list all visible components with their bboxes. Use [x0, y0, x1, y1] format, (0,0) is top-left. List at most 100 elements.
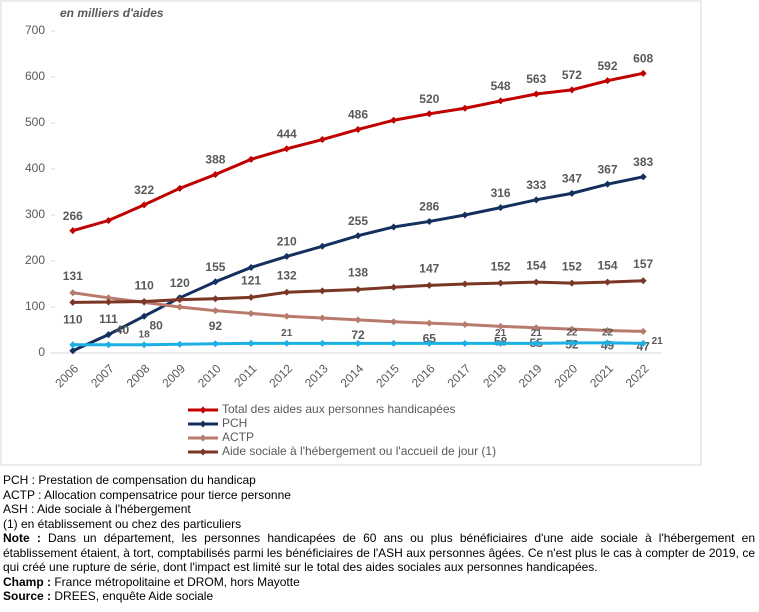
- data-label: 316: [491, 186, 511, 200]
- point-marker: [497, 279, 505, 287]
- point-marker: [104, 331, 112, 339]
- series-line: [72, 71, 644, 233]
- data-label: 322: [134, 183, 154, 197]
- data-label: 121: [241, 274, 261, 288]
- legend-label: Total des aides aux personnes handicapée…: [222, 402, 456, 416]
- note-line: PCH : Prestation de compensation du hand…: [3, 473, 256, 487]
- point-marker: [318, 314, 326, 322]
- note-line: ASH : Aide sociale à l'hébergement: [3, 502, 191, 516]
- legend-label: Aide sociale à l'hébergement ou l'accuei…: [222, 444, 496, 458]
- y-tick-label: 0: [38, 345, 45, 359]
- data-label: 110: [134, 279, 154, 293]
- point-marker: [497, 204, 505, 212]
- data-label: 155: [205, 260, 225, 274]
- data-label: 486: [348, 108, 368, 122]
- point-marker: [604, 339, 612, 347]
- x-tick-label: 2020: [551, 361, 580, 390]
- data-label: 563: [526, 72, 546, 86]
- point-marker: [247, 339, 255, 347]
- point-marker: [390, 116, 398, 124]
- y-tick-label: 500: [25, 115, 45, 129]
- data-label: 111: [99, 312, 118, 326]
- point-marker: [247, 263, 255, 271]
- point-marker: [140, 341, 148, 349]
- point-marker: [532, 339, 540, 347]
- point-marker: [390, 283, 398, 291]
- source-text: DREES, enquête Aide sociale: [54, 589, 214, 603]
- y-tick-label: 600: [25, 69, 45, 83]
- data-label: 22: [566, 328, 578, 339]
- data-label: 444: [277, 127, 297, 141]
- data-label: 147: [419, 262, 439, 276]
- point-marker: [425, 110, 433, 118]
- notes: PCH : Prestation de compensation du hand…: [3, 473, 755, 604]
- data-label: 40: [116, 323, 130, 337]
- x-tick-label: 2012: [266, 361, 295, 390]
- data-label: 255: [348, 214, 368, 228]
- data-label: 80: [149, 318, 163, 332]
- note-label: Note :: [3, 531, 41, 545]
- point-marker: [604, 180, 612, 188]
- point-marker: [354, 316, 362, 324]
- point-marker: [140, 312, 148, 320]
- point-marker: [425, 319, 433, 327]
- note-line: ACTP : Allocation compensatrice pour tie…: [3, 487, 291, 502]
- data-label: 21: [531, 328, 543, 339]
- point-marker: [497, 339, 505, 347]
- point-marker: [532, 278, 540, 286]
- data-label: 132: [277, 268, 297, 282]
- source: Source : DREES, enquête Aide sociale: [3, 589, 755, 604]
- point-marker: [604, 278, 612, 286]
- note: Note : Dans un département, les personne…: [3, 531, 755, 575]
- data-label: 608: [633, 51, 653, 65]
- point-marker: [425, 281, 433, 289]
- point-marker: [69, 227, 77, 235]
- point-marker: [211, 340, 219, 348]
- y-tick-label: 200: [25, 253, 45, 267]
- data-label: 18: [139, 329, 151, 340]
- data-label: 520: [419, 92, 439, 106]
- y-tick-label: 100: [25, 299, 45, 313]
- point-marker: [532, 324, 540, 332]
- data-label: 72: [351, 328, 365, 342]
- x-tick-label: 2011: [231, 361, 259, 389]
- point-marker: [104, 217, 112, 225]
- source-label: Source :: [3, 589, 52, 603]
- point-marker: [318, 136, 326, 144]
- x-tick-label: 2018: [480, 361, 509, 390]
- point-marker: [639, 327, 647, 335]
- point-marker: [176, 184, 184, 192]
- data-label: 367: [598, 162, 618, 176]
- data-label: 152: [562, 259, 582, 273]
- legend-marker: [199, 406, 207, 414]
- point-marker: [568, 86, 576, 94]
- point-marker: [425, 339, 433, 347]
- legend-marker: [199, 434, 207, 442]
- x-tick-label: 2015: [373, 361, 402, 390]
- point-marker: [69, 347, 77, 355]
- point-marker: [211, 171, 219, 179]
- y-tick-label: 400: [25, 161, 45, 175]
- data-label: 154: [526, 258, 546, 272]
- point-marker: [247, 309, 255, 317]
- x-tick-label: 2021: [587, 361, 616, 390]
- x-tick-label: 2016: [409, 361, 438, 390]
- point-marker: [390, 318, 398, 326]
- point-marker: [176, 296, 184, 304]
- x-tick-label: 2009: [159, 361, 188, 390]
- point-marker: [69, 298, 77, 306]
- point-marker: [318, 339, 326, 347]
- point-marker: [639, 277, 647, 285]
- point-marker: [69, 289, 77, 297]
- data-label: 592: [598, 59, 618, 73]
- point-marker: [176, 303, 184, 311]
- point-marker: [568, 189, 576, 197]
- point-marker: [354, 339, 362, 347]
- point-marker: [461, 339, 469, 347]
- champ: Champ : France métropolitaine et DROM, h…: [3, 575, 755, 590]
- x-tick-label: 2006: [52, 361, 81, 390]
- champ-text: France métropolitaine et DROM, hors Mayo…: [54, 574, 300, 589]
- champ-label: Champ :: [3, 574, 51, 589]
- x-tick-label: 2008: [124, 361, 153, 390]
